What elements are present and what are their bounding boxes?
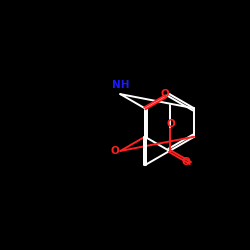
Text: O: O (166, 119, 175, 129)
Text: O: O (182, 157, 190, 167)
Text: O: O (160, 90, 169, 100)
Text: O: O (110, 146, 119, 156)
Text: NH: NH (112, 80, 129, 90)
